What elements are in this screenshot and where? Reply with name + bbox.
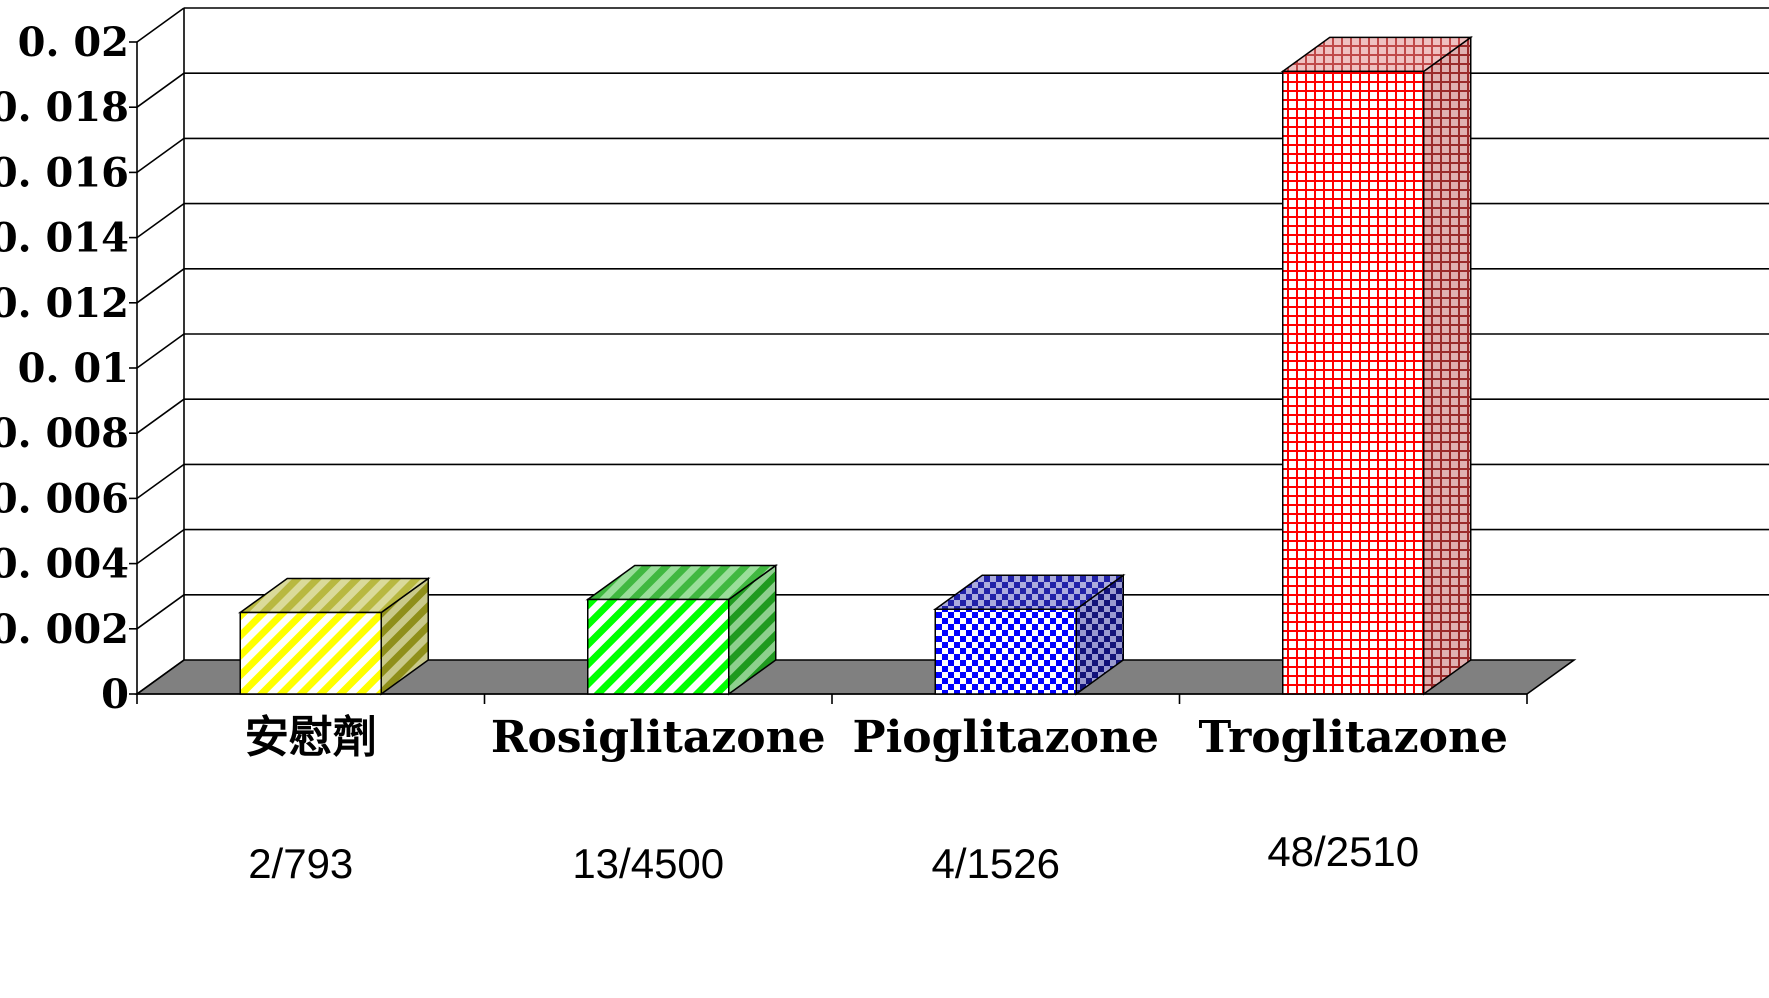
y-tick-label: 0. 008 (0, 410, 129, 457)
category-labels: 安慰劑 2/793 Rosiglitazone 13/4500 Pioglitazone… (245, 712, 1508, 887)
bar-1 (237, 577, 431, 696)
bar-4 (1280, 35, 1474, 696)
bar-front-face (1282, 70, 1425, 695)
side-wall-line (136, 72, 185, 108)
y-tick-label: 0. 01 (18, 345, 129, 392)
count-label: 48/2510 (1267, 828, 1419, 875)
y-tick-label: 0. 014 (0, 215, 129, 262)
side-wall-line (136, 268, 185, 304)
bar-side-face (1423, 35, 1472, 696)
gridlines (184, 7, 1769, 596)
count-label: 4/1526 (932, 840, 1060, 887)
bars (237, 35, 1474, 696)
y-tick-label: 0. 006 (0, 475, 129, 522)
y-tick-label: 0. 018 (0, 84, 129, 131)
y-tick-label: 0 (101, 671, 129, 718)
side-wall-line (136, 137, 185, 174)
bar-front-face (934, 608, 1077, 695)
y-tick-label: 0. 02 (18, 19, 129, 66)
side-wall-line (136, 463, 185, 500)
side-wall-line (136, 333, 185, 369)
side-wall-line (136, 528, 185, 565)
bar-front-face (239, 611, 382, 695)
count-label: 13/4500 (572, 840, 724, 887)
count-label: 2/793 (248, 840, 353, 887)
bar-2 (585, 563, 779, 696)
bar-3 (932, 573, 1126, 696)
category-label: Troglitazone (1199, 712, 1508, 763)
side-wall-line (136, 7, 185, 43)
category-label: Pioglitazone (853, 712, 1160, 763)
side-wall-line (136, 659, 185, 695)
bar-front-face (587, 598, 730, 695)
side-wall-line (136, 202, 185, 239)
y-tick-label: 0. 016 (0, 149, 129, 196)
y-tick-label: 0. 002 (0, 606, 129, 653)
y-tick-label: 0. 012 (0, 280, 129, 327)
category-label: Rosiglitazone (491, 712, 826, 763)
category-label: 安慰劑 (245, 712, 377, 763)
y-axis: 0 0. 002 0. 004 0. 006 0. 008 0. 01 0. 012 0. 0… (0, 7, 185, 718)
side-wall-line (136, 594, 185, 630)
side-wall-line (136, 398, 185, 434)
y-tick-label: 0. 004 (0, 541, 129, 588)
